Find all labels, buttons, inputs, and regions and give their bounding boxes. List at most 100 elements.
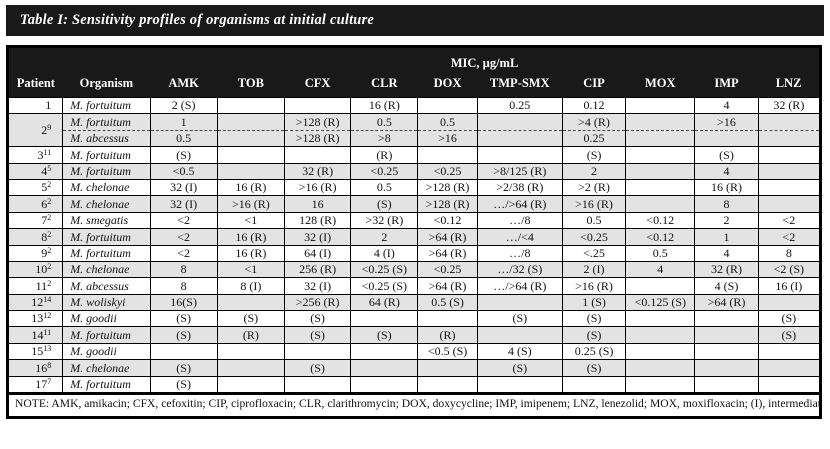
table-title-bar: Table I: Sensitivity profiles of organis… bbox=[6, 5, 824, 36]
mic-value-dox: >16 bbox=[417, 129, 478, 148]
mic-value-tob: >16 (R) bbox=[216, 195, 285, 213]
mic-value-tob bbox=[216, 96, 285, 115]
mic-value-tob bbox=[216, 162, 285, 180]
patient-cell: 311 bbox=[6, 146, 64, 164]
mic-value-tob: <1 bbox=[216, 211, 285, 230]
mic-value-amk: (S) bbox=[149, 326, 218, 344]
mic-value-cfx: 16 bbox=[283, 195, 352, 213]
mic-value-cip bbox=[561, 375, 627, 395]
mic-value-tmp-smx: 0.25 bbox=[476, 96, 563, 115]
mic-value-clr bbox=[350, 342, 419, 361]
mic-value-clr bbox=[350, 359, 419, 377]
mic-value-amk: 16(S) bbox=[149, 293, 218, 312]
mic-value-clr: 4 (I) bbox=[350, 244, 419, 262]
mic-value-cip: >16 (R) bbox=[561, 277, 627, 295]
mic-value-lnz bbox=[757, 129, 822, 148]
mic-value-lnz: <2 bbox=[757, 228, 822, 246]
patient-row: 1 M. fortuitum 2 (S) 16 (R) 0.25 0.12 4 32 (R) bbox=[6, 96, 822, 115]
reference-superscript: 8 bbox=[47, 360, 52, 370]
organism-cell: M. fortuitum bbox=[62, 326, 151, 344]
patient-cell: 29 bbox=[6, 113, 64, 147]
mic-value-lnz bbox=[757, 359, 822, 377]
patient-row: 52 M. chelonae 32 (I) 16 (R) >16 (R) 0.5 >128 … bbox=[6, 178, 822, 197]
patient-row: 112 M. abcessus 8 8 (I) 32 (I) <0.25 (S) >64 (… bbox=[6, 277, 822, 295]
mic-value-mox: 0.5 bbox=[625, 244, 696, 262]
mic-value-cip: >4 (R) bbox=[561, 113, 627, 131]
mic-value-cfx: 32 (I) bbox=[283, 228, 352, 246]
mic-value-amk: 32 (I) bbox=[149, 195, 218, 213]
patient-row: 82 M. fortuitum <2 16 (R) 32 (I) 2 >64 (R) …/<4… bbox=[6, 228, 822, 246]
mic-value-imp: (S) bbox=[694, 146, 759, 164]
mic-value-tob bbox=[216, 375, 285, 395]
mic-value-amk: 1 bbox=[149, 113, 218, 131]
patient-cell: 1312 bbox=[6, 310, 64, 328]
reference-superscript: 11 bbox=[43, 327, 52, 337]
mic-value-clr: (R) bbox=[350, 146, 419, 164]
mic-value-clr: 64 (R) bbox=[350, 293, 419, 312]
page: Table I: Sensitivity profiles of organis… bbox=[6, 5, 824, 420]
column-header-organism: Organism bbox=[62, 74, 150, 98]
mic-value-clr bbox=[350, 310, 419, 328]
mic-value-amk: 32 (I) bbox=[149, 178, 218, 197]
mic-value-lnz: (S) bbox=[757, 310, 822, 328]
mic-value-dox bbox=[417, 96, 478, 115]
mic-value-mox bbox=[625, 113, 696, 131]
mic-value-cip: (S) bbox=[561, 146, 627, 164]
mic-value-imp: >64 (R) bbox=[694, 293, 759, 312]
mic-value-tob: (R) bbox=[216, 326, 285, 344]
reference-superscript: 13 bbox=[43, 344, 52, 354]
mic-value-amk: (S) bbox=[149, 146, 218, 164]
patient-row: 72 M. smegatis <2 <1 128 (R) >32 (R) <0.12 …/8 0… bbox=[6, 211, 822, 230]
patient-cell: 52 bbox=[6, 178, 64, 197]
mic-value-lnz: <2 bbox=[757, 211, 822, 230]
mic-value-tmp-smx: (S) bbox=[476, 310, 563, 328]
mic-value-lnz bbox=[757, 375, 822, 395]
mic-value-amk: 2 (S) bbox=[149, 96, 218, 115]
column-header-dox: DOX bbox=[417, 74, 478, 98]
mic-value-lnz bbox=[757, 342, 822, 361]
patient-cell: 1214 bbox=[6, 293, 64, 312]
mic-value-cip: (S) bbox=[561, 326, 627, 344]
mic-value-lnz: <2 (S) bbox=[757, 260, 822, 279]
organism-cell: M. fortuitum bbox=[62, 375, 151, 395]
sensitivity-table: MIC, µg/mL Patient Organism AMK TOB CFX CLR DO… bbox=[6, 45, 822, 420]
mic-value-amk: 8 bbox=[149, 260, 218, 279]
patient-cell: 112 bbox=[6, 277, 64, 295]
organism-cell: M. chelonae bbox=[62, 359, 151, 377]
mic-value-dox: 0.5 (S) bbox=[417, 293, 478, 312]
organism-cell: M. chelonae bbox=[62, 260, 151, 279]
mic-value-mox: 4 bbox=[625, 260, 696, 279]
reference-superscript: 9 bbox=[47, 122, 52, 132]
mic-value-imp bbox=[694, 342, 759, 361]
mic-value-cip: <.25 bbox=[561, 244, 627, 262]
mic-value-cfx: 128 (R) bbox=[283, 211, 352, 230]
column-header-mox: MOX bbox=[625, 74, 695, 98]
mic-value-lnz: (S) bbox=[757, 326, 822, 344]
patient-cell: 72 bbox=[6, 211, 64, 230]
mic-value-amk: (S) bbox=[149, 359, 218, 377]
mic-value-lnz bbox=[757, 146, 822, 164]
mic-value-cip: 2 bbox=[561, 162, 627, 180]
mic-value-cfx: 64 (I) bbox=[283, 244, 352, 262]
mic-value-mox bbox=[625, 375, 696, 395]
mic-value-lnz bbox=[757, 178, 822, 197]
mic-value-dox: >64 (R) bbox=[417, 277, 478, 295]
patient-cell: 1513 bbox=[6, 342, 64, 361]
mic-value-mox: <0.12 bbox=[625, 211, 696, 230]
reference-superscript: 2 bbox=[47, 213, 52, 223]
mic-value-dox: >64 (R) bbox=[417, 228, 478, 246]
organism-cell: M. goodii bbox=[62, 342, 151, 361]
mic-value-imp: 2 bbox=[694, 211, 759, 230]
mic-value-imp: 4 bbox=[694, 244, 759, 262]
mic-value-cfx: >128 (R) bbox=[283, 129, 352, 148]
mic-value-tob: 16 (R) bbox=[216, 244, 285, 262]
column-header-tob: TOB bbox=[217, 74, 285, 98]
mic-value-tmp-smx: (S) bbox=[476, 359, 563, 377]
mic-value-dox bbox=[417, 146, 478, 164]
patient-cell: 102 bbox=[6, 260, 64, 279]
patient-row: 29 M. fortuitum 1 >128 (R) 0.5 0.5 >4 (R) >16 bbox=[6, 113, 822, 147]
mic-value-amk bbox=[149, 342, 218, 361]
mic-value-lnz bbox=[757, 162, 822, 180]
mic-value-cfx: 256 (R) bbox=[283, 260, 352, 279]
mic-value-tob bbox=[216, 113, 285, 131]
